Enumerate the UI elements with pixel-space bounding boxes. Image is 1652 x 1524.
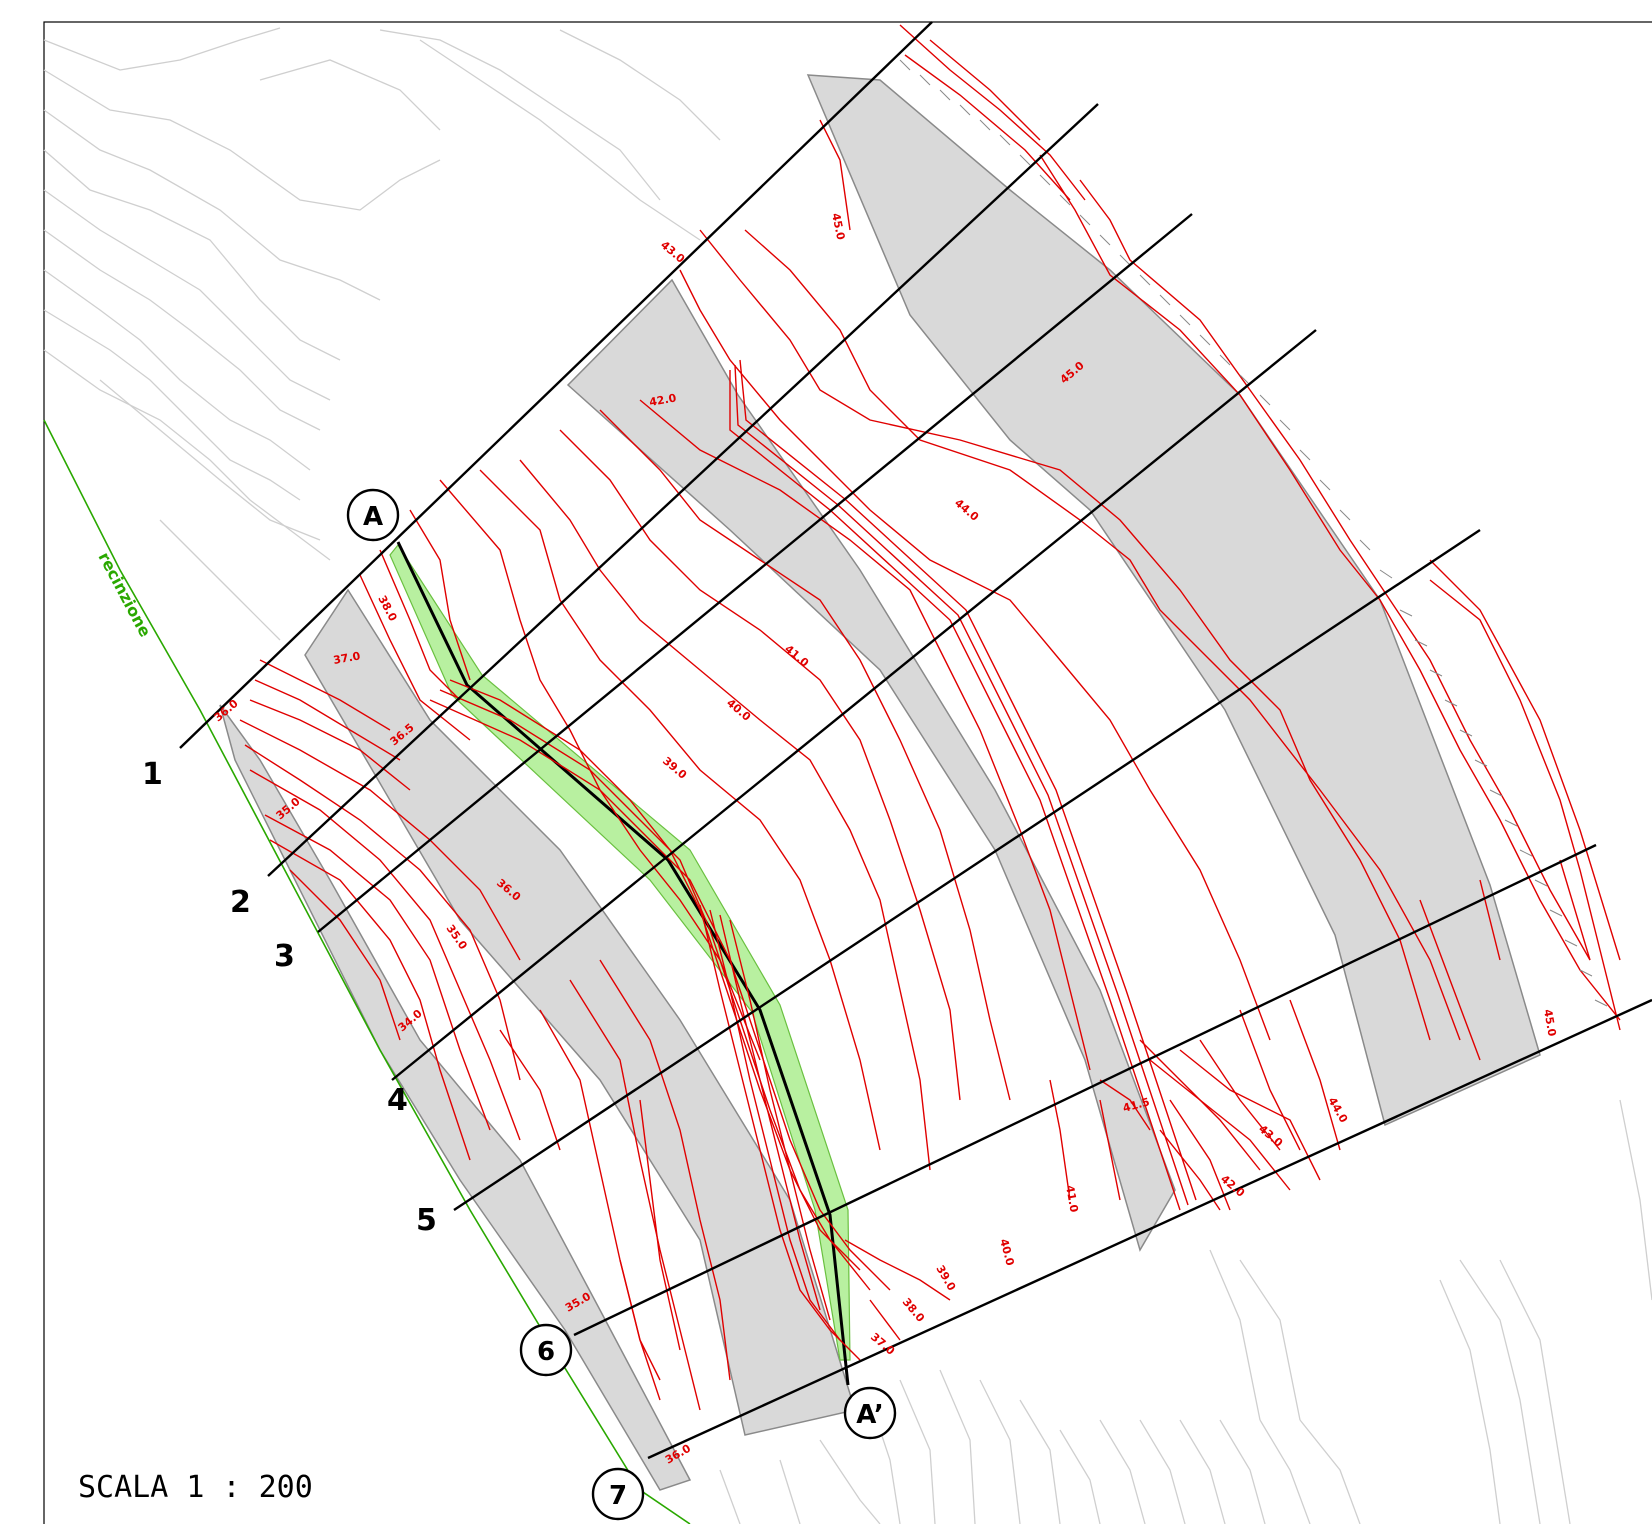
project-contours xyxy=(239,24,1621,1411)
section-lines xyxy=(179,21,1652,1460)
section-line-3 xyxy=(317,213,1193,933)
elevation-label: 42.0 xyxy=(648,391,677,409)
section-number-2: 2 xyxy=(230,885,251,920)
elevation-label: 43.0 xyxy=(1256,1122,1285,1150)
scale-label: SCALA 1 : 200 xyxy=(78,1470,313,1505)
elevation-label: 37.0 xyxy=(868,1330,897,1358)
marker-section-7: 7 xyxy=(591,1467,645,1521)
elevation-label: 41.0 xyxy=(782,642,811,670)
terrace-3 xyxy=(304,588,856,1436)
elevation-label: 39.0 xyxy=(660,754,689,782)
fence-label: recinzione xyxy=(94,549,155,640)
existing-contours xyxy=(43,27,1652,1524)
elevation-label: 38.0 xyxy=(375,593,399,623)
section-line-6 xyxy=(573,843,1597,1337)
elevation-label: 45.0 xyxy=(1541,1008,1559,1037)
terrace-2 xyxy=(566,278,1176,1252)
section-number-3: 3 xyxy=(274,939,295,974)
elevation-label: 39.0 xyxy=(933,1263,958,1293)
slope-hatching xyxy=(899,59,1608,1007)
marker-section-6: 6 xyxy=(519,1323,573,1377)
elevation-label: 44.0 xyxy=(952,496,981,524)
elevation-label: 38.0 xyxy=(900,1296,928,1325)
marker-a: A xyxy=(346,488,400,542)
elevation-label: 45.0 xyxy=(829,212,847,242)
elevation-label: 40.0 xyxy=(724,696,753,724)
section-line-4 xyxy=(391,329,1317,1081)
terrace-fills xyxy=(219,74,1541,1491)
svg-text:A’: A’ xyxy=(856,1400,884,1430)
section-line-2 xyxy=(267,103,1099,877)
section-numbers: 1 2 3 4 5 xyxy=(142,757,437,1238)
elevation-label: 37.0 xyxy=(332,649,361,667)
section-number-4: 4 xyxy=(387,1083,408,1118)
drawing-frame xyxy=(43,21,1652,1524)
section-line-1 xyxy=(179,21,933,749)
section-number-5: 5 xyxy=(416,1203,437,1238)
svg-text:7: 7 xyxy=(609,1481,627,1511)
section-number-1: 1 xyxy=(142,757,163,792)
svg-text:A: A xyxy=(363,502,383,532)
marker-a-prime: A’ xyxy=(843,1386,897,1440)
section-line-7 xyxy=(647,998,1652,1460)
section-line-5 xyxy=(453,528,1481,1212)
elevation-label: 40.0 xyxy=(997,1237,1017,1267)
terrace-edge-lines xyxy=(729,154,1621,1211)
fence-line xyxy=(43,419,691,1524)
terrace-4 xyxy=(219,704,692,1491)
terrace-1 xyxy=(806,74,1541,1127)
elevation-label: 41.0 xyxy=(1063,1184,1081,1213)
svg-text:6: 6 xyxy=(537,1337,555,1367)
